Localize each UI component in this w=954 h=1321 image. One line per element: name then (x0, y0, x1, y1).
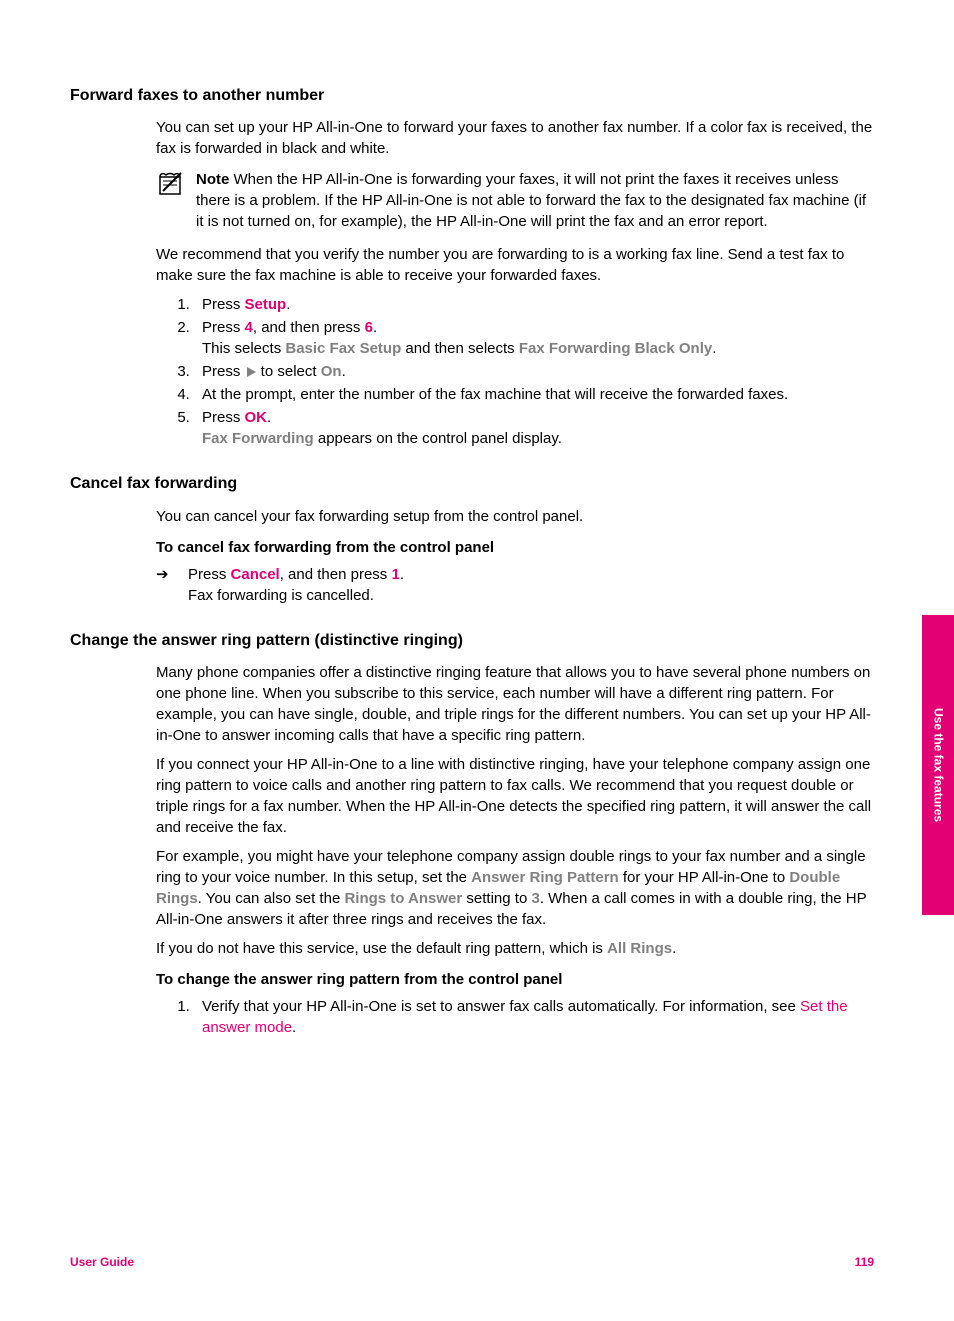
ring-p3: For example, you might have your telepho… (156, 846, 874, 930)
on-label: On (321, 363, 342, 380)
cancel-intro: You can cancel your fax forwarding setup… (156, 506, 874, 527)
heading-cancel-forwarding: Cancel fax forwarding (70, 473, 874, 495)
step-4: At the prompt, enter the number of the f… (194, 384, 874, 405)
basic-fax-setup-label: Basic Fax Setup (285, 340, 401, 357)
forward-steps: Press Setup. Press 4, and then press 6. … (194, 294, 874, 449)
arrow-icon: ➔ (156, 564, 174, 606)
cancel-step: ➔ Press Cancel, and then press 1. Fax fo… (156, 564, 874, 606)
note-text: Note When the HP All-in-One is forwardin… (196, 169, 874, 232)
ring-p4: If you do not have this service, use the… (156, 938, 874, 959)
key-1: 1 (391, 566, 399, 583)
step-2: Press 4, and then press 6. This selects … (194, 317, 874, 359)
side-tab: Use the fax features (922, 615, 954, 915)
cancel-sub: To cancel fax forwarding from the contro… (156, 537, 874, 558)
heading-forward-faxes: Forward faxes to another number (70, 85, 874, 107)
ring-steps: Verify that your HP All-in-One is set to… (194, 996, 874, 1038)
footer-page-number: 119 (855, 1254, 874, 1271)
key-4: 4 (245, 319, 253, 336)
note-label: Note (196, 171, 229, 188)
note-icon (156, 169, 184, 197)
page-footer: User Guide 119 (70, 1254, 874, 1271)
cancel-result: Fax forwarding is cancelled. (188, 587, 374, 604)
step-1: Press Setup. (194, 294, 874, 315)
forward-intro: You can set up your HP All-in-One to for… (156, 117, 874, 159)
all-rings-label: All Rings (607, 940, 672, 957)
answer-ring-pattern-label: Answer Ring Pattern (471, 869, 619, 886)
forward-recommend: We recommend that you verify the number … (156, 244, 874, 286)
right-triangle-icon (245, 366, 257, 378)
step-5: Press OK. Fax Forwarding appears on the … (194, 407, 874, 449)
footer-left: User Guide (70, 1254, 134, 1271)
note-box: Note When the HP All-in-One is forwardin… (156, 169, 874, 232)
step-3: Press to select On. (194, 361, 874, 382)
value-3: 3 (531, 890, 539, 907)
ok-label: OK (245, 409, 268, 426)
cancel-label: Cancel (231, 566, 280, 583)
ring-step-1: Verify that your HP All-in-One is set to… (194, 996, 874, 1038)
heading-ring-pattern: Change the answer ring pattern (distinct… (70, 630, 874, 652)
note-body: When the HP All-in-One is forwarding you… (196, 171, 866, 230)
ring-p2: If you connect your HP All-in-One to a l… (156, 754, 874, 838)
fax-forwarding-label: Fax Forwarding (202, 430, 314, 447)
fax-forwarding-black-label: Fax Forwarding Black Only (519, 340, 712, 357)
setup-label: Setup (245, 296, 287, 313)
ring-sub: To change the answer ring pattern from t… (156, 969, 874, 990)
rings-to-answer-label: Rings to Answer (344, 890, 462, 907)
side-tab-label: Use the fax features (930, 708, 947, 822)
key-6: 6 (365, 319, 373, 336)
ring-p1: Many phone companies offer a distinctive… (156, 662, 874, 746)
